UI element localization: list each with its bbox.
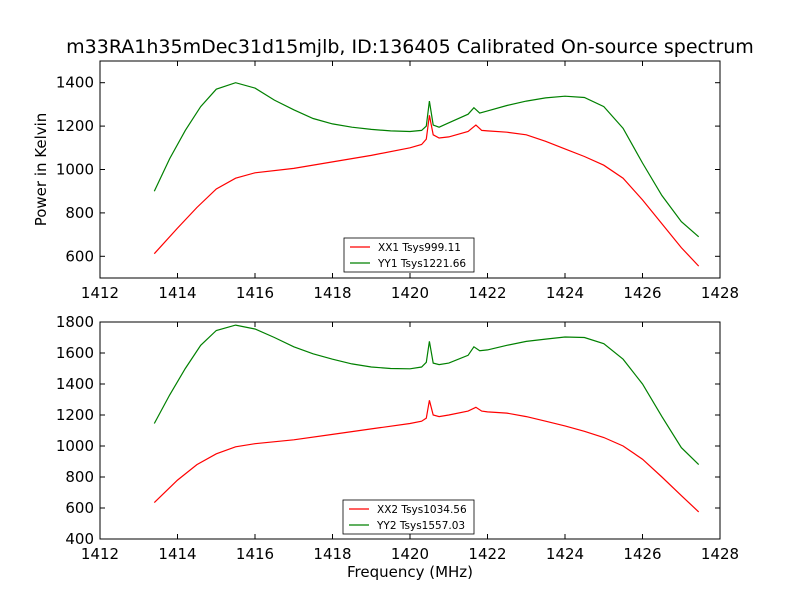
y-axis-label: Power in Kelvin	[32, 113, 50, 227]
legend-box	[343, 237, 475, 273]
legend-entry: XX1 Tsys999.11	[378, 242, 461, 254]
series-line-yy1	[153, 82, 700, 238]
legend-entry: YY2 Tsys1557.03	[376, 520, 465, 532]
x-tick-label: 1416	[236, 284, 274, 302]
y-tick-label: 600	[65, 499, 94, 517]
y-tick-label: 1200	[56, 117, 94, 135]
x-tick-label: 1420	[391, 284, 429, 302]
x-tick-label: 1414	[158, 545, 196, 563]
x-axis-label: Frequency (MHz)	[347, 563, 473, 581]
y-tick-label: 1600	[56, 344, 94, 362]
y-tick-label: 1200	[56, 406, 94, 424]
y-tick-label: 600	[65, 247, 94, 265]
x-tick-label: 1420	[391, 545, 429, 563]
x-tick-label: 1428	[701, 284, 739, 302]
legend-entry: YY1 Tsys1221.66	[377, 258, 466, 270]
y-tick-label: 1000	[56, 161, 94, 179]
panel-2: 1412 1414 1416 1418 1420 1422 1424 1426 1428 400 6…	[56, 313, 739, 581]
series-line-xx1	[153, 115, 700, 267]
y-tick-label: 800	[65, 468, 94, 486]
chart-title: m33RA1h35mDec31d15mjlb, ID:136405 Calibr…	[66, 36, 754, 58]
x-tick-label: 1424	[546, 545, 584, 563]
x-tick-label: 1418	[313, 545, 351, 563]
legend-box	[342, 499, 475, 535]
x-tick-label: 1418	[313, 284, 351, 302]
x-tick-label: 1426	[623, 284, 661, 302]
series-line-yy2	[153, 324, 700, 466]
x-tick-label: 1414	[158, 284, 196, 302]
legend: XX2 Tsys1034.56 YY2 Tsys1557.03	[342, 499, 475, 535]
y-tick-label: 1000	[56, 437, 94, 455]
y-tick-label: 1800	[56, 313, 94, 331]
x-tick-label: 1428	[701, 545, 739, 563]
x-tick-label: 1412	[81, 284, 119, 302]
x-tick-label: 1426	[623, 545, 661, 563]
x-tick-label: 1412	[81, 545, 119, 563]
x-tick-label: 1416	[236, 545, 274, 563]
series-line-xx2	[153, 400, 700, 513]
x-tick-label: 1422	[468, 284, 506, 302]
x-tick-label: 1422	[468, 545, 506, 563]
y-tick-label: 400	[65, 530, 94, 548]
legend: XX1 Tsys999.11 YY1 Tsys1221.66	[343, 237, 475, 273]
panel-1: 1412 1414 1416 1418 1420 1422 1424 1426 1428 600 8…	[32, 36, 754, 302]
y-tick-label: 1400	[56, 74, 94, 92]
y-tick-label: 800	[65, 204, 94, 222]
x-tick-label: 1424	[546, 284, 584, 302]
y-tick-label: 1400	[56, 375, 94, 393]
legend-entry: XX2 Tsys1034.56	[377, 504, 467, 516]
